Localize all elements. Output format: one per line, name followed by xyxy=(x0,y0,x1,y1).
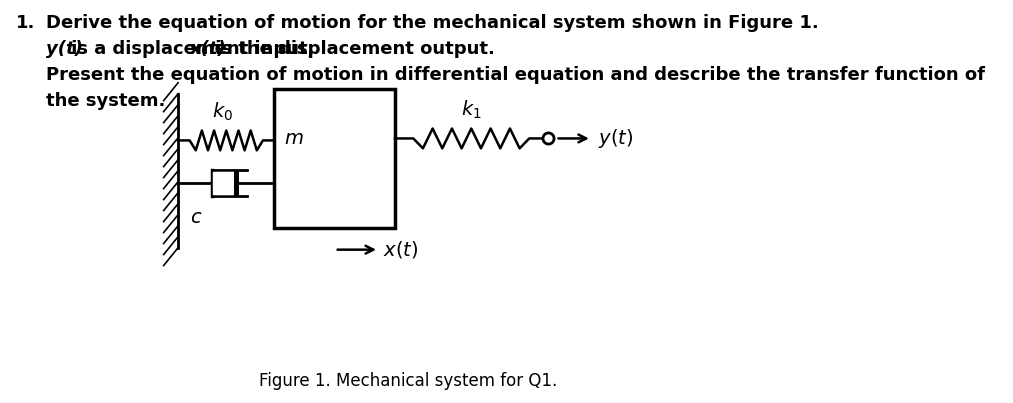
Text: Present the equation of motion in differential equation and describe the transfe: Present the equation of motion in differ… xyxy=(46,66,985,84)
Text: Figure 1. Mechanical system for Q1.: Figure 1. Mechanical system for Q1. xyxy=(258,372,557,390)
Text: 1.: 1. xyxy=(16,14,35,32)
Text: $c$: $c$ xyxy=(190,208,203,227)
Text: x(t): x(t) xyxy=(189,40,226,58)
Text: $y(t)$: $y(t)$ xyxy=(599,127,633,150)
Text: Derive the equation of motion for the mechanical system shown in Figure 1.: Derive the equation of motion for the me… xyxy=(46,14,819,32)
Text: the system.: the system. xyxy=(46,92,165,110)
Text: is a displacement input,: is a displacement input, xyxy=(65,40,320,58)
Text: is the displacement output.: is the displacement output. xyxy=(209,40,494,58)
Text: $k_1$: $k_1$ xyxy=(461,98,481,120)
Text: $k_0$: $k_0$ xyxy=(212,100,233,123)
Bar xyxy=(275,89,395,228)
Text: $m$: $m$ xyxy=(284,129,304,148)
Text: y(t): y(t) xyxy=(46,40,82,58)
Text: $x(t)$: $x(t)$ xyxy=(383,239,418,260)
